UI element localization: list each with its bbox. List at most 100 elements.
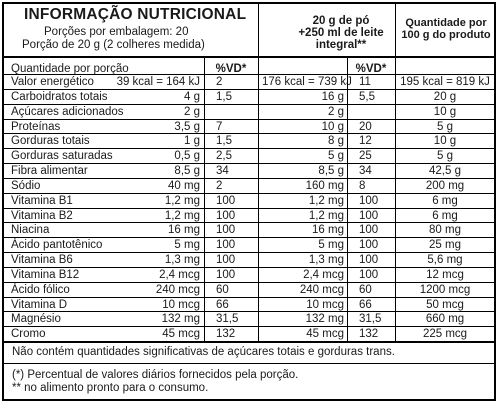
prepared-header-line1: 20 g de pó	[312, 15, 370, 27]
nutrient-name: Sódio	[11, 179, 41, 192]
serving-vd: 100	[216, 224, 236, 237]
prepared-vd: 8	[359, 179, 366, 192]
prepared-quantity: 10 g	[321, 120, 344, 133]
header-divider	[4, 56, 494, 58]
prepared-header-line2: +250 ml de leite	[298, 27, 384, 39]
serving-quantity: 132 mg	[161, 313, 200, 326]
serving-vd: 100	[216, 268, 236, 281]
prepared-quantity: 176 kcal = 739 kJ	[262, 76, 352, 88]
per100-quantity: 1200 mcg	[419, 283, 471, 296]
serving-vd: 7	[216, 120, 223, 133]
nutrient-name: Fibra alimentar	[11, 165, 88, 177]
serving-quantity: 0,5 g	[174, 150, 200, 163]
nutrient-name: Ácido pantotênico	[11, 239, 103, 252]
per100-quantity: 12 mcg	[426, 268, 464, 281]
row-divider	[4, 252, 494, 253]
prepared-vd: 100	[359, 239, 379, 252]
prepared-vd: 100	[359, 254, 379, 266]
row-divider	[4, 326, 494, 328]
col-divider-vd1	[204, 56, 205, 341]
per100-quantity: 200 mg	[425, 179, 465, 192]
prepared-header-line3: integral**	[315, 39, 367, 51]
nutrient-name: Vitamina B12	[11, 268, 80, 281]
prepared-vd: 132	[359, 328, 379, 341]
per100-quantity: 25 mg	[429, 239, 461, 252]
prepared-vd: 12	[359, 135, 372, 148]
footnote-divider	[4, 363, 494, 364]
row-divider	[4, 88, 494, 90]
row-divider	[4, 207, 494, 209]
prepared-quantity: 10 mcg	[306, 298, 344, 311]
serving-quantity: 39 kcal = 164 kJ	[116, 76, 200, 88]
prepared-vd: 60	[359, 283, 372, 296]
serving-vd: 2	[216, 179, 223, 192]
serving-quantity: 5 mg	[174, 239, 200, 252]
serving-quantity: 3,5 g	[174, 120, 200, 133]
per100-quantity: 20 g	[433, 90, 457, 103]
prepared-quantity: 8 g	[328, 135, 344, 148]
serving-quantity: 2,4 mcg	[159, 268, 200, 281]
per100-quantity: 5 g	[437, 120, 453, 133]
serving-vd: 132	[216, 328, 236, 341]
serving-vd: 2,5	[216, 150, 232, 163]
per100-quantity: 80 mg	[429, 224, 461, 237]
nutrient-name: Carboidratos totais	[11, 90, 108, 103]
prepared-quantity: 5 g	[328, 150, 344, 163]
prepared-vd: 11	[359, 76, 371, 88]
serving-vd: 100	[216, 239, 236, 252]
per100-quantity: 10 g	[433, 105, 457, 118]
nutrient-name: Vitamina B6	[11, 254, 73, 266]
nutrient-name: Açúcares adicionados	[11, 105, 124, 118]
nutrient-name: Proteínas	[11, 120, 61, 133]
serving-quantity: 40 mg	[168, 179, 200, 192]
nutrient-name: Ácido fólico	[11, 283, 70, 296]
nutrient-name: Gorduras totais	[11, 135, 90, 148]
prepared-quantity: 1,3 mg	[308, 254, 344, 266]
footnote-vd: (*) Percentual de valores diários fornec…	[12, 369, 299, 381]
serving-vd: 100	[216, 194, 236, 207]
serving-vd: 2	[216, 76, 223, 88]
nutrient-name: Cromo	[11, 328, 46, 341]
serving-vd: 100	[216, 209, 236, 222]
serving-quantity: 1,2 mg	[164, 194, 200, 207]
prepared-quantity: 160 mg	[305, 179, 344, 192]
prepared-vd: 25	[359, 150, 372, 163]
prepared-vd: 100	[359, 268, 379, 281]
prepared-quantity: 240 mcg	[299, 283, 344, 296]
per100-quantity: 5 g	[437, 150, 453, 163]
panel-title: INFORMAÇÃO NUTRICIONAL	[24, 6, 247, 23]
prepared-quantity: 5 mg	[318, 239, 344, 252]
nutrient-name: Vitamina B2	[11, 209, 73, 222]
serving-quantity: 8,5 g	[174, 165, 200, 177]
serving-quantity: 16 mg	[168, 224, 200, 237]
col-divider-vd2	[347, 56, 348, 341]
nutrient-name: Vitamina D	[11, 298, 68, 311]
row-divider	[4, 311, 494, 313]
prepared-quantity: 1,2 mg	[308, 194, 344, 207]
serving-vd: 1,5	[216, 90, 232, 103]
prepared-quantity: 16 g	[321, 90, 344, 103]
prepared-vd: 66	[359, 298, 372, 311]
serving-quantity: 1,2 mg	[164, 209, 200, 222]
prepared-vd: 100	[359, 209, 379, 222]
nutrient-name: Magnésio	[11, 313, 61, 326]
row-divider	[4, 133, 494, 135]
nutrient-name: Niacina	[11, 224, 50, 237]
serving-quantity: 4 g	[184, 90, 200, 103]
serving-quantity: 1,3 mg	[164, 254, 200, 266]
row-divider	[4, 177, 494, 179]
prepared-quantity: 2,4 mcg	[303, 268, 344, 281]
per100-quantity: 6 mg	[432, 194, 458, 207]
prepared-quantity: 2 g	[328, 105, 344, 118]
prepared-quantity: 45 mcg	[306, 328, 344, 341]
serving-size: Porção de 20 g (2 colheres medida)	[22, 39, 205, 51]
prepared-quantity: 16 mg	[312, 224, 344, 237]
prepared-quantity: 8,5 g	[318, 165, 344, 177]
per100-quantity: 225 mcg	[422, 328, 468, 341]
per100-quantity: 42,5 g	[429, 165, 461, 177]
row-divider	[4, 148, 494, 150]
nutrient-name: Valor energético	[11, 76, 94, 88]
prepared-vd: 34	[359, 165, 372, 177]
nutrition-facts-panel: INFORMAÇÃO NUTRICIONAL Porções por embal…	[2, 2, 496, 401]
column-header-divider	[4, 74, 494, 75]
